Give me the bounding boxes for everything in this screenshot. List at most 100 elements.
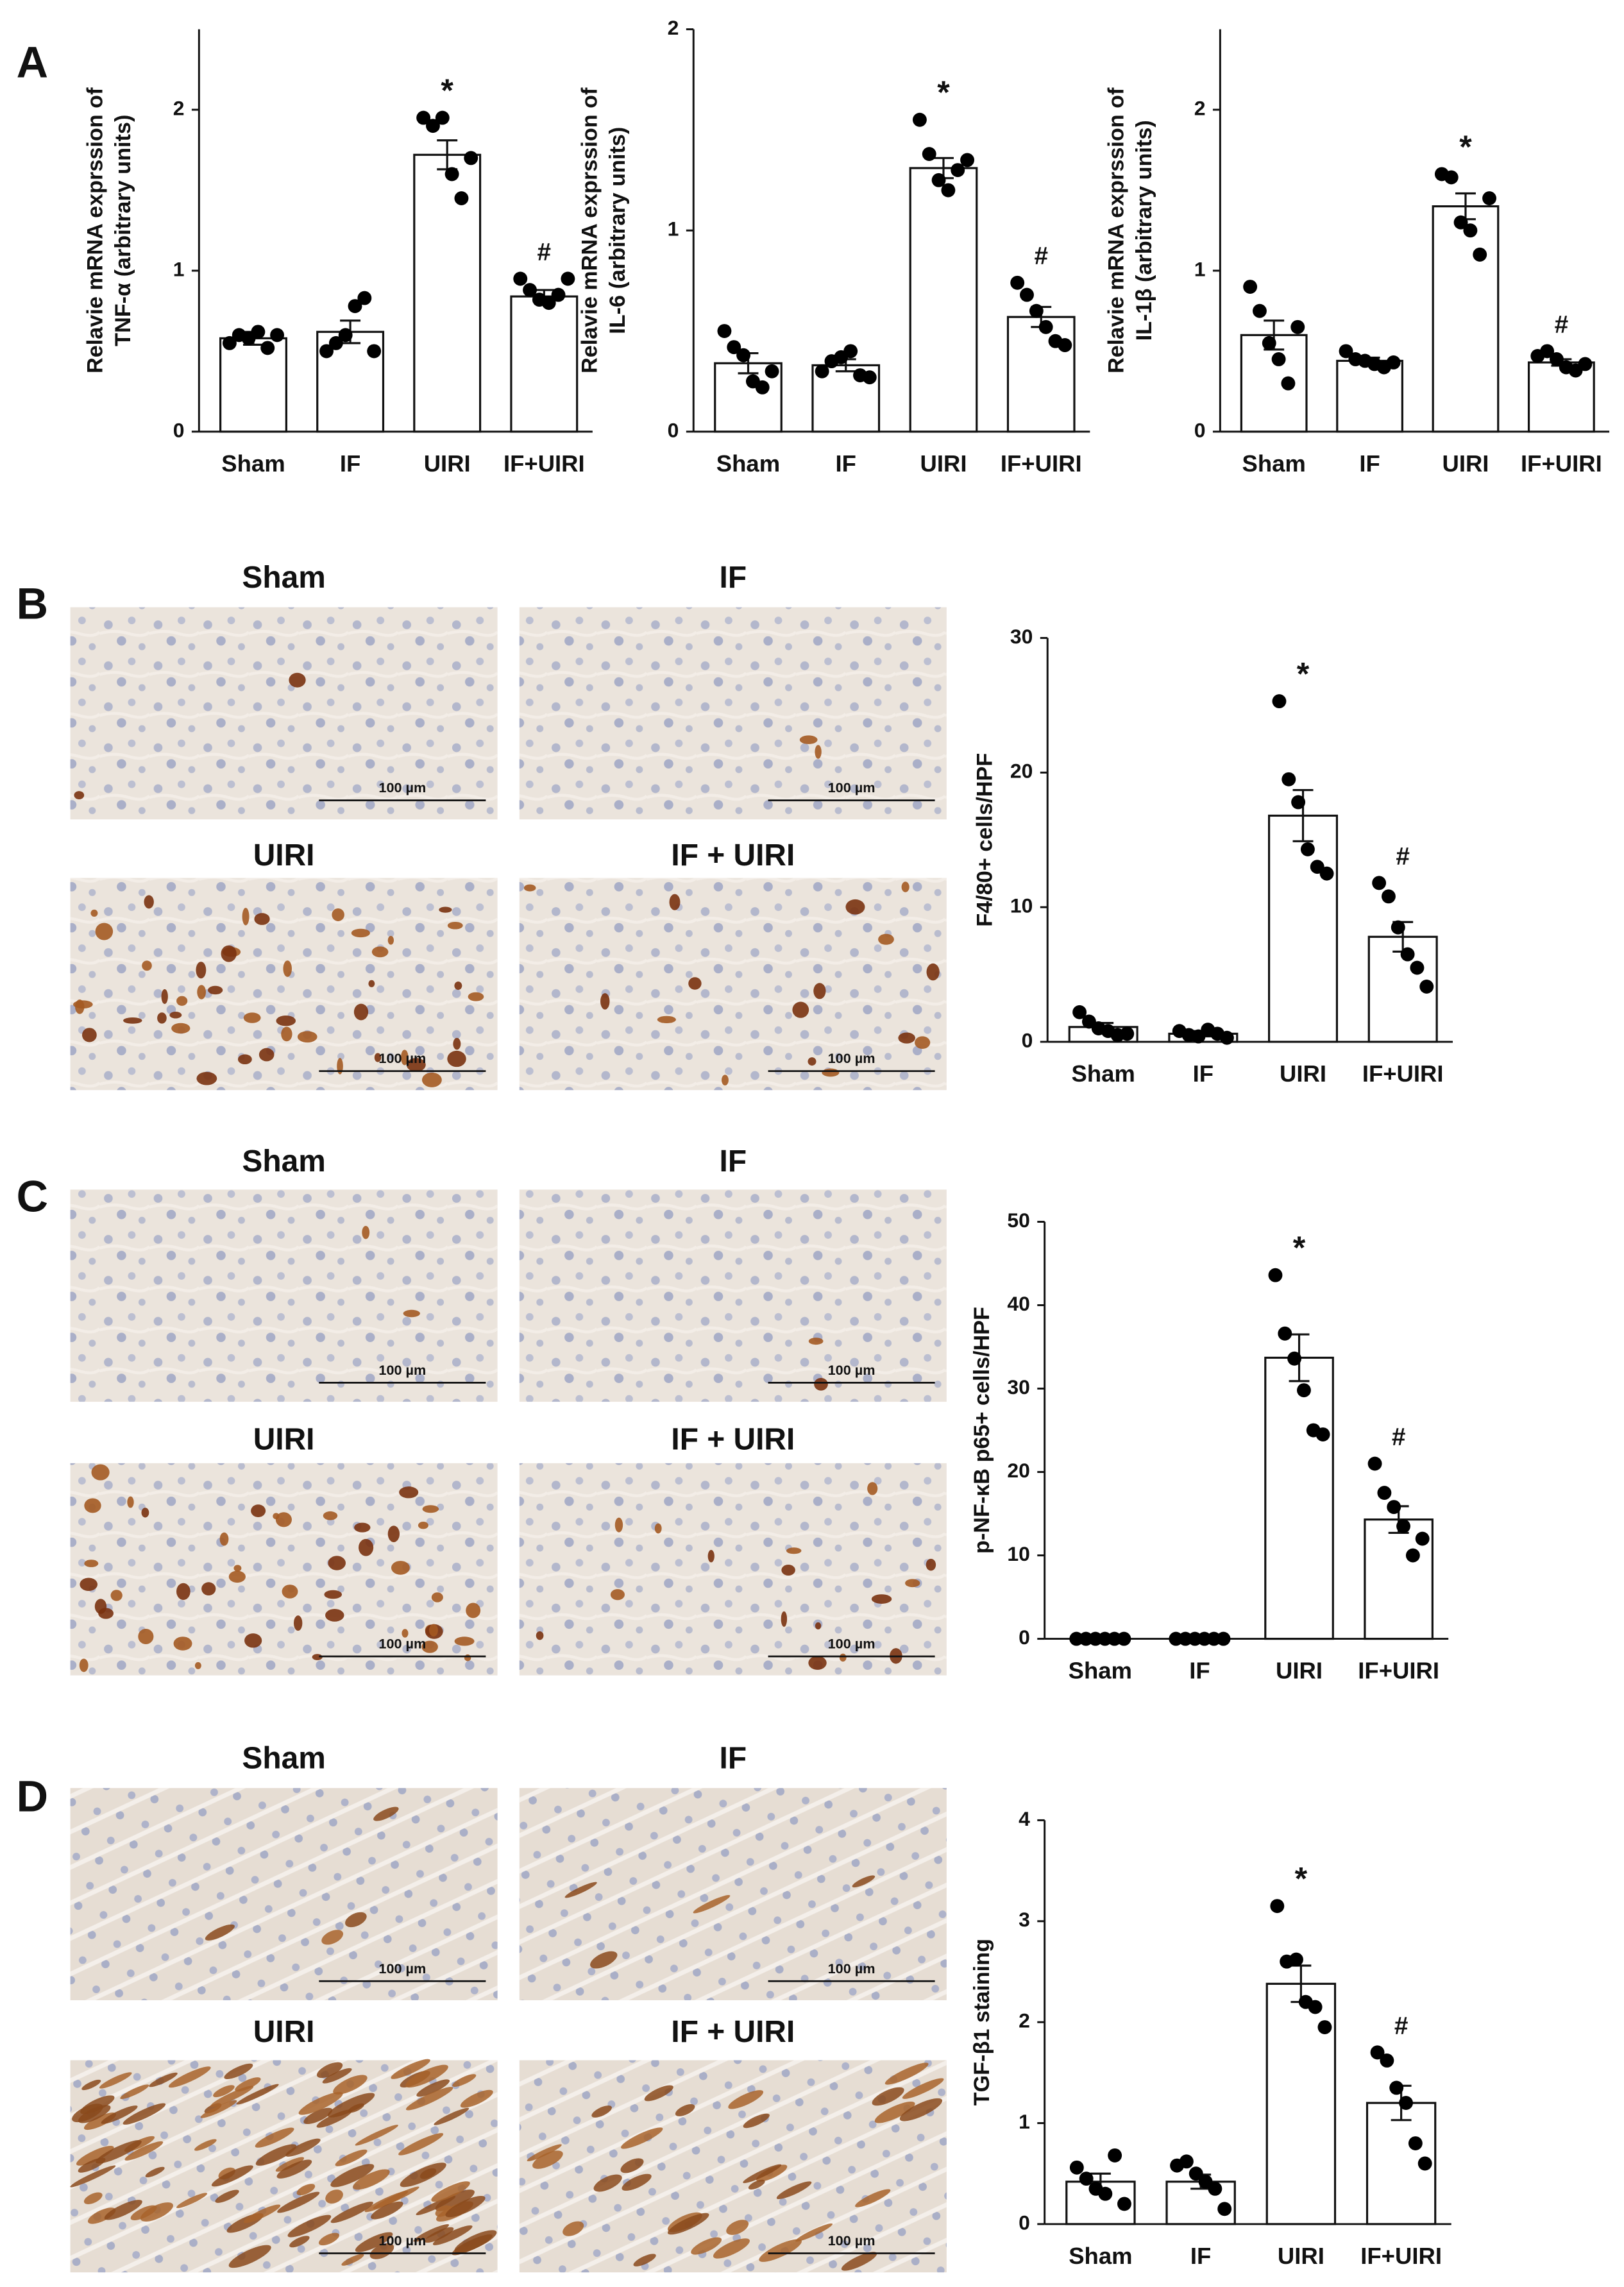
- data-point: [454, 191, 469, 206]
- data-point: [1058, 338, 1072, 352]
- stain: [74, 791, 85, 800]
- stain: [169, 1012, 182, 1019]
- stain: [141, 1508, 149, 1518]
- data-point: [1550, 352, 1564, 366]
- stain: [781, 1564, 795, 1576]
- stain: [228, 1570, 246, 1583]
- y-axis-label: F4/80+ cells/HPF: [972, 753, 997, 927]
- data-point: [551, 287, 566, 302]
- micrograph-label: Sham: [242, 561, 325, 595]
- stain: [78, 2105, 111, 2123]
- stain: [633, 2254, 656, 2266]
- stain: [445, 2196, 486, 2218]
- data-point: [1217, 2202, 1232, 2216]
- stain: [353, 2169, 390, 2190]
- data-point: [755, 380, 770, 395]
- stain: [460, 2089, 493, 2108]
- stain: [316, 2109, 353, 2128]
- stain: [439, 906, 452, 913]
- data-point: [931, 173, 946, 187]
- y-axis-label: Relavie mRNA exprssion of: [83, 87, 108, 373]
- stain: [776, 2181, 812, 2200]
- x-tick-label: Sham: [1069, 1658, 1132, 1684]
- data-point: [513, 271, 528, 286]
- stain: [235, 2077, 261, 2092]
- stain: [902, 2078, 944, 2099]
- stain: [926, 963, 940, 981]
- x-tick-label: IF+UIRI: [1521, 450, 1602, 477]
- stain: [145, 2166, 165, 2178]
- tissue-nuclei: [519, 1788, 947, 2000]
- stain: [421, 1072, 442, 1087]
- x-tick-label: Sham: [1069, 2243, 1132, 2269]
- significance-marker: *: [441, 72, 453, 108]
- stain: [73, 1000, 93, 1009]
- y-tick-label: 2: [173, 97, 185, 120]
- bar: [1527, 361, 1595, 433]
- micrograph: 100 µm: [70, 1463, 498, 1676]
- data-point: [1038, 319, 1053, 334]
- stain: [324, 1590, 343, 1599]
- stain: [808, 1656, 827, 1670]
- scale-bar-label: 100 µm: [828, 779, 875, 795]
- x-tick-label: IF: [1193, 1060, 1214, 1087]
- stain: [345, 1912, 367, 1928]
- data-point: [1540, 344, 1555, 359]
- micrograph-label: Sham: [242, 1742, 325, 1776]
- bar: [1336, 359, 1403, 433]
- stain: [210, 2086, 254, 2107]
- y-tick-label: 2: [1194, 97, 1206, 120]
- stain: [298, 2092, 343, 2115]
- data-point: [1216, 1631, 1231, 1646]
- x-tick-label: IF+UIRI: [1358, 1658, 1439, 1684]
- stain: [795, 2223, 833, 2242]
- stain: [173, 1637, 192, 1651]
- y-tick-label: 30: [1010, 625, 1033, 648]
- significance-marker: *: [1297, 656, 1310, 692]
- bar: [1264, 1356, 1334, 1640]
- stain: [564, 1882, 597, 1898]
- x-tick-label: IF: [1359, 450, 1380, 477]
- y-tick-label: 10: [1007, 1542, 1030, 1565]
- scale-bar-label: 100 µm: [378, 2232, 426, 2249]
- stain: [591, 2105, 612, 2118]
- stain: [201, 1582, 216, 1596]
- stain: [398, 2133, 444, 2155]
- stain: [884, 2062, 929, 2085]
- micrograph: 100 µm: [519, 1788, 947, 2000]
- stain: [373, 2186, 419, 2209]
- data-point: [1290, 319, 1305, 334]
- scale-bar-label: 100 µm: [378, 1635, 426, 1651]
- stain: [194, 2139, 217, 2151]
- stain: [124, 2141, 164, 2161]
- data-point: [435, 110, 450, 125]
- stain: [452, 2074, 477, 2087]
- stain: [224, 2063, 253, 2080]
- y-tick-label: 1: [1019, 2110, 1030, 2133]
- stain: [276, 1016, 296, 1026]
- stain: [258, 1048, 275, 1062]
- scale-bar-label: 100 µm: [828, 1635, 875, 1651]
- panel-letter: D: [17, 1773, 48, 1821]
- stain: [792, 1001, 809, 1018]
- micrograph: 100 µm: [519, 607, 947, 820]
- stain: [688, 977, 702, 990]
- data-point: [1281, 376, 1296, 391]
- x-tick-label: IF: [1189, 1658, 1210, 1684]
- y-tick-label: 3: [1019, 1908, 1030, 1931]
- stain: [852, 1875, 875, 1888]
- stain: [142, 960, 152, 971]
- stain: [707, 1549, 715, 1563]
- stain: [590, 1951, 618, 1969]
- stain: [213, 2085, 235, 2098]
- stain: [233, 1565, 242, 1572]
- stain: [80, 2095, 115, 2114]
- y-tick-label: 50: [1007, 1209, 1030, 1232]
- y-tick-label: 0: [173, 418, 185, 441]
- data-point: [270, 328, 285, 343]
- stain: [373, 1807, 399, 1821]
- stain: [432, 2225, 473, 2245]
- bar: [909, 167, 978, 433]
- y-tick-label: 1: [668, 217, 679, 241]
- stain: [104, 2200, 142, 2220]
